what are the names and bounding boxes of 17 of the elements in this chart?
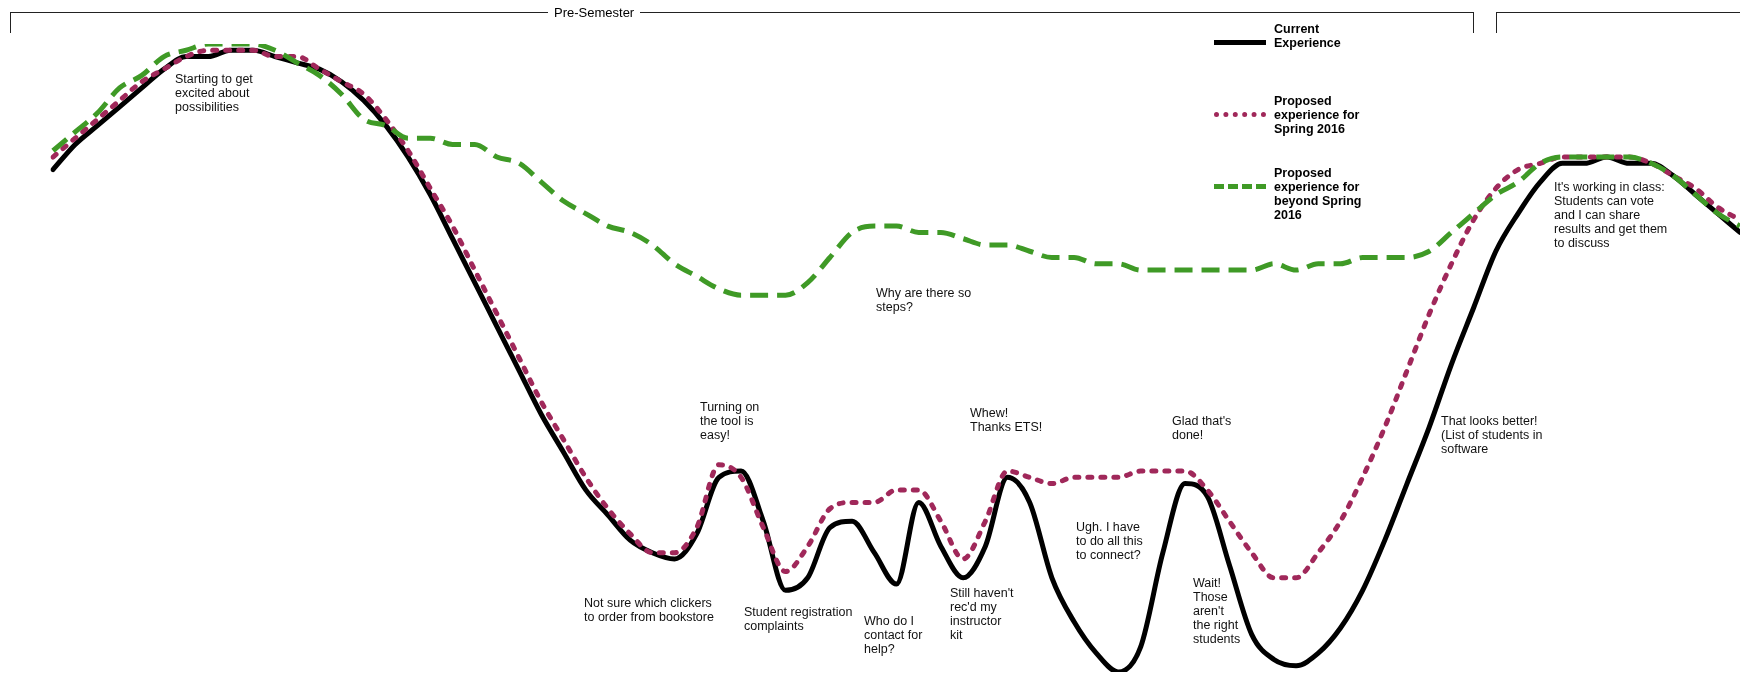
annotation: That looks better! (List of students in software	[1441, 414, 1544, 456]
annotation: Whew! Thanks ETS!	[970, 406, 1044, 434]
annotation: Ugh. I have to do all this to connect?	[1076, 520, 1144, 562]
annotation: Not sure which clickers to order from bookstore	[584, 596, 715, 624]
legend-label: Current Experience	[1274, 22, 1342, 50]
annotation: Who do I contact for help?	[864, 614, 924, 656]
annotation: Still haven't rec'd my instructor kit	[950, 586, 1014, 642]
annotation: Wait! Those aren't the right students	[1193, 576, 1241, 646]
annotation: It's working in class: Students can vote and I can share results and get them to discuss	[1554, 180, 1669, 250]
annotation: Starting to get excited about possibilities	[175, 72, 254, 114]
annotation: Why are there so steps?	[876, 286, 973, 314]
text: Pre-Semester	[548, 5, 641, 20]
annotation: Student registration complaints	[744, 605, 854, 633]
legend-label: Proposed experience for Spring 2016	[1274, 94, 1361, 136]
annotation: Turning on the tool is easy!	[700, 400, 761, 442]
legend-label: Proposed experience for beyond Spring 2016	[1274, 166, 1363, 222]
annotation: Glad that's done!	[1172, 414, 1233, 442]
